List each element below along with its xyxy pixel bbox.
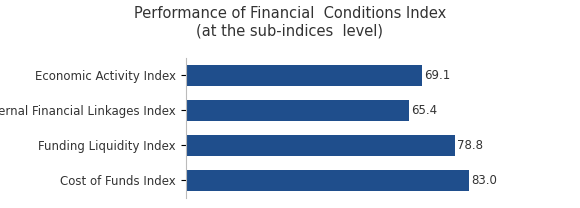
Text: 83.0: 83.0 (472, 174, 497, 187)
Text: 78.8: 78.8 (457, 139, 483, 152)
Text: 65.4: 65.4 (411, 104, 437, 117)
Bar (186, 64, 422, 86)
Text: Performance of Financial  Conditions Index
(at the sub-indices  level): Performance of Financial Conditions Inde… (134, 6, 446, 39)
Text: 69.1: 69.1 (424, 69, 450, 82)
Bar (186, 170, 469, 191)
Bar (186, 135, 455, 156)
Bar (186, 100, 409, 121)
